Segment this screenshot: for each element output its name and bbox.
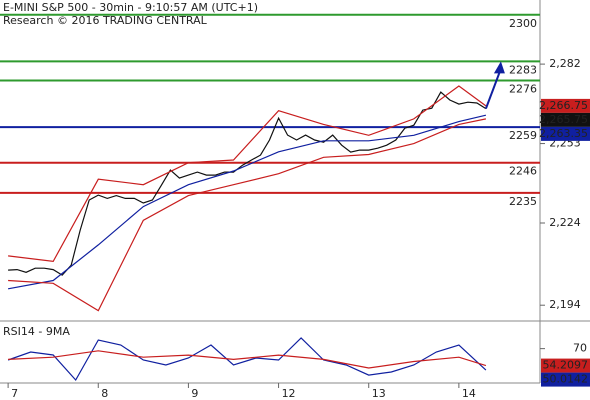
x-tick-label: 9 [191,387,198,400]
series-line [8,85,487,263]
last-value-label: 2,266.75 [539,99,588,112]
y-tick-label: 2,282 [549,57,581,70]
level-label: 2259 [509,129,537,142]
series-line [8,350,487,369]
level-label: 2300 [509,17,537,30]
last-value-label: 2,263.35 [539,127,588,140]
x-tick-label: 7 [11,387,18,400]
y-tick-label: 2,194 [549,298,581,311]
last-value-box [541,98,590,113]
series-line [7,337,487,382]
indicator-title: RSI14 - 9MA [3,325,70,338]
chart-title: E-MINI S&P 500 - 30min - 9:10:57 AM (UTC… [3,1,258,14]
level-label: 2283 [509,63,537,76]
series-line [8,118,487,312]
last-value-box [541,112,590,127]
series-line [8,91,487,276]
last-value-box [541,358,590,373]
rsi-tick-label: 70 [573,342,587,355]
x-tick-label: 8 [101,387,108,400]
target-arrow [484,71,501,109]
last-value-box [541,126,590,141]
level-label: 2246 [509,165,537,178]
last-value-label: 2,265.75 [539,113,588,126]
last-value-box [541,372,590,387]
x-tick-label: 12 [282,387,296,400]
target-arrowhead [493,61,505,74]
last-value-label: 50.0142 [543,373,589,386]
level-label: 2276 [509,83,537,96]
x-tick-label: 13 [372,387,386,400]
chart-subtitle: Research © 2016 TRADING CENTRAL [3,14,208,27]
x-tick-label: 14 [462,387,476,400]
last-value-label: 54.2097 [543,359,589,372]
level-label: 2235 [509,195,537,208]
series-line [7,114,487,290]
y-tick-label: 2,224 [549,216,581,229]
